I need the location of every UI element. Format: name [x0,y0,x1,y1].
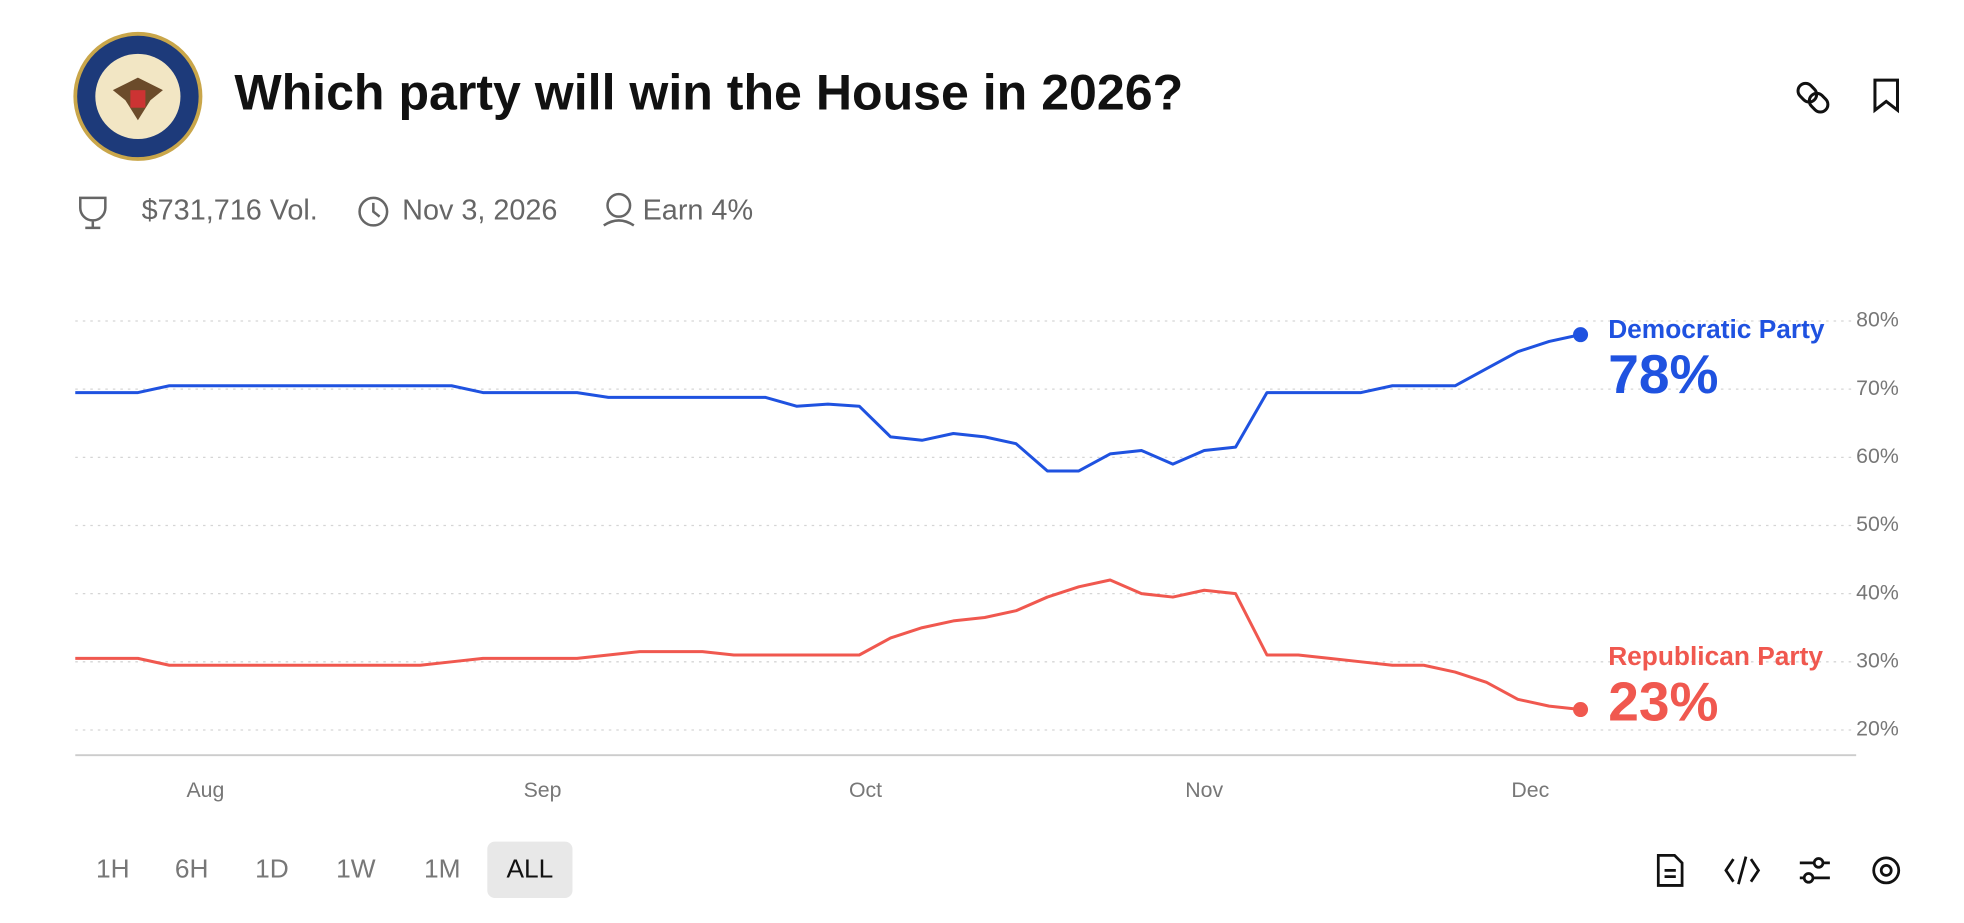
y-tick-label: 80% [1856,308,1899,332]
title: Which party will win the House in 2026? [234,65,1183,121]
legend-label: Democratic Party [1608,314,1825,344]
timeframe-button[interactable]: 1M [424,853,461,883]
y-tick-label: 30% [1856,648,1899,672]
timeframes: 1H 6H 1D 1W 1M ALL [96,841,573,898]
value-label: 78% [1608,343,1718,405]
earn: Earn 4% [643,194,753,226]
timeframe-button[interactable]: 1W [336,853,376,883]
y-tick-label: 70% [1856,376,1899,400]
settings-icon[interactable] [1872,856,1901,885]
logo [73,31,203,161]
bookmark-icon[interactable] [1873,78,1899,114]
end-date: Nov 3, 2026 [402,194,557,226]
value-label: 23% [1608,670,1718,732]
x-tick-label: Aug [186,778,224,802]
end-dot [1573,327,1589,343]
x-tick-label: Oct [849,778,882,802]
meta-icons [79,192,635,230]
x-tick-label: Dec [1511,778,1549,802]
y-tick-label: 60% [1856,444,1899,468]
timeframe-selected [487,841,573,898]
y-tick-label: 50% [1856,512,1899,536]
toolbar-icons [1656,854,1901,887]
timeframe-button[interactable]: 1H [96,853,130,883]
y-tick-label: 40% [1856,580,1899,604]
chart: 20% 30% 40% 50% 60% 70% 80% Aug Sep Oct Nov Dec Demo… [75,308,1899,802]
timeframe-button[interactable]: ALL [506,853,553,883]
legend-label: Republican Party [1608,641,1823,671]
volume: $731,716 Vol. [142,194,318,226]
series-line [75,578,1581,712]
link-icon[interactable] [1795,80,1831,115]
y-tick-label: 20% [1856,717,1899,741]
x-tick-label: Nov [1185,778,1223,802]
x-tick-label: Sep [524,778,562,802]
end-dot [1573,702,1589,718]
series-line [75,333,1581,473]
timeframe-button[interactable]: 1D [255,853,289,883]
timeframe-button[interactable]: 6H [175,853,209,883]
doc-icon[interactable] [1656,854,1684,887]
embed-icon[interactable] [1724,856,1761,885]
